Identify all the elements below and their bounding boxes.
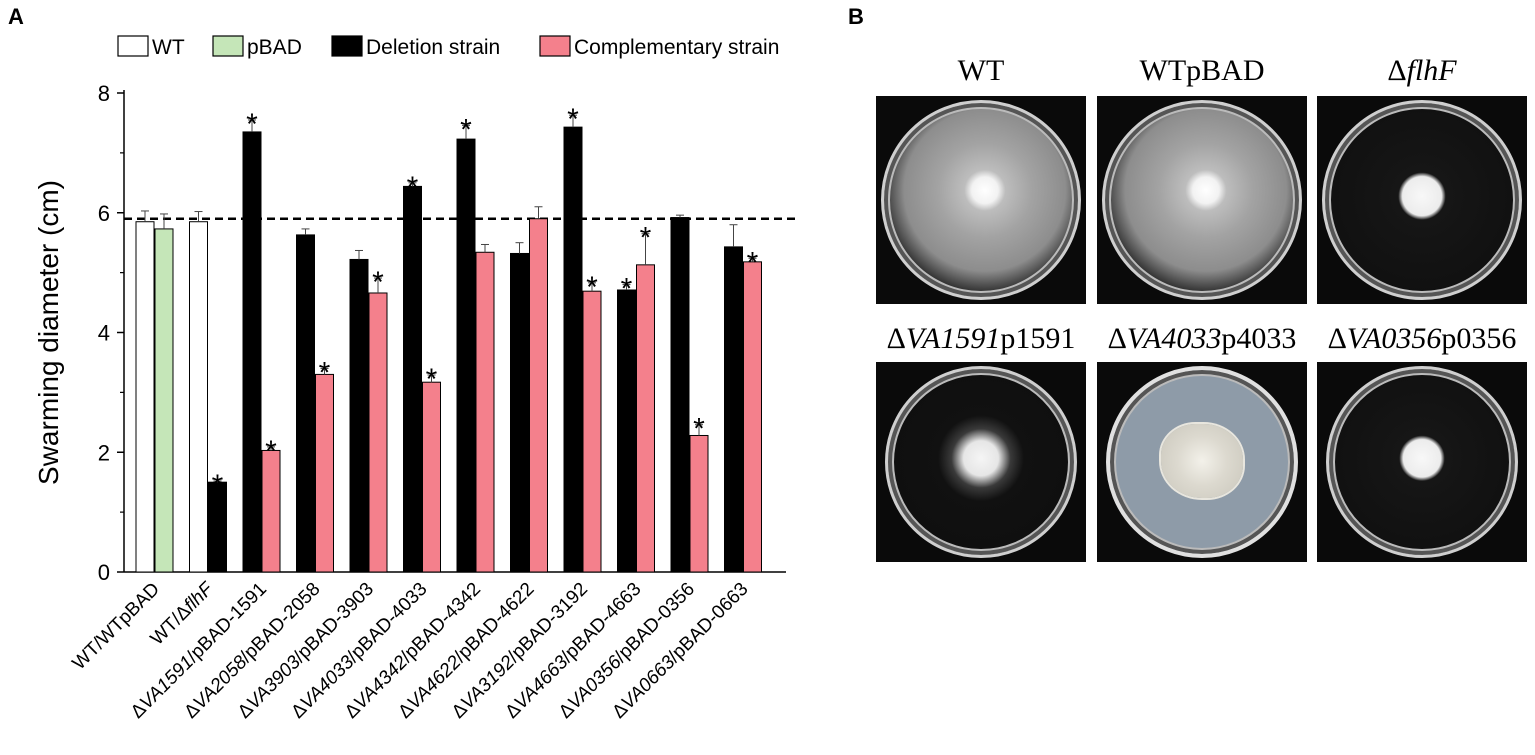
legend-swatch (539, 35, 571, 57)
petri-dish-photo (876, 362, 1086, 562)
y-axis-label: Swarming diameter (cm) (33, 180, 64, 485)
significance-star: * (407, 171, 419, 204)
x-tick-label: WT/WTpBAD (69, 579, 164, 674)
bar (368, 292, 388, 573)
x-tick-label-suffix: WT/WTpBAD (69, 579, 164, 674)
plate-label: WT (957, 54, 1005, 87)
petri-dish (1326, 366, 1518, 558)
legend-swatch (212, 35, 244, 57)
significance-star: * (426, 363, 438, 396)
petri-dish-photo (876, 96, 1086, 304)
plate-label: ΔVA4033p4033 (1107, 322, 1297, 355)
significance-star: * (567, 103, 579, 136)
bar (403, 185, 422, 573)
petri-dish-photo (1317, 96, 1527, 304)
plate-label: WTpBAD (1139, 54, 1265, 87)
y-tick-label: 2 (98, 440, 110, 465)
bar (475, 251, 495, 573)
significance-star: * (319, 356, 331, 389)
significance-star: * (586, 271, 598, 304)
bar (689, 434, 709, 573)
bar (456, 138, 476, 573)
bar (315, 373, 334, 573)
significance-star: * (246, 108, 258, 141)
plate-images-panel: WT WTpBAD ΔflhF ΔVA1591p1591 ΔVA4033p4033 ΔVA… (870, 50, 1535, 570)
significance-star: * (460, 113, 472, 146)
bar (242, 131, 262, 573)
significance-star: * (621, 273, 633, 306)
bar (154, 228, 174, 573)
bar (724, 246, 743, 573)
bar (617, 289, 636, 573)
bar (189, 221, 208, 573)
significance-star: * (265, 435, 277, 468)
bar (563, 126, 583, 573)
panel-a-letter: A (8, 4, 24, 29)
bar (261, 449, 281, 573)
petri-dish (1102, 100, 1302, 300)
legend-label: pBAD (247, 36, 302, 59)
petri-dish (881, 100, 1081, 300)
significance-star: * (747, 246, 759, 279)
bar (529, 218, 548, 573)
bar (582, 290, 602, 573)
bar (670, 217, 690, 573)
panel-b-letter: B (848, 4, 864, 29)
petri-dish-photo (1317, 362, 1527, 562)
petri-dish-photo (1097, 96, 1307, 304)
plate-label: ΔVA1591p1591 (886, 322, 1076, 355)
legend-label: WT (152, 36, 185, 59)
significance-star: * (693, 413, 705, 446)
petri-dish (1106, 366, 1298, 558)
wrinkled-colony (1161, 424, 1243, 498)
petri-dish (1322, 100, 1522, 300)
significance-star: * (640, 222, 652, 255)
plate-label: ΔflhF (1387, 54, 1457, 87)
bar (349, 258, 369, 573)
y-tick-label: 4 (98, 321, 110, 346)
bar (135, 221, 155, 573)
legend-swatch (331, 35, 363, 57)
significance-star: * (212, 469, 224, 502)
bar (636, 264, 655, 573)
plate-label: ΔVA0356p0356 (1327, 322, 1517, 355)
petri-dish-photo (1097, 362, 1307, 562)
legend-swatch (117, 35, 149, 57)
y-tick-label: 6 (98, 201, 110, 226)
bar (296, 234, 315, 573)
significance-star: * (372, 266, 384, 299)
bar (510, 252, 529, 573)
y-tick-label: 8 (98, 81, 110, 106)
bar (422, 381, 441, 573)
legend-label: Complementary strain (574, 36, 779, 59)
bar (743, 261, 762, 573)
petri-dish (885, 366, 1077, 558)
legend-label: Deletion strain (366, 36, 500, 59)
y-tick-label: 0 (98, 560, 110, 585)
